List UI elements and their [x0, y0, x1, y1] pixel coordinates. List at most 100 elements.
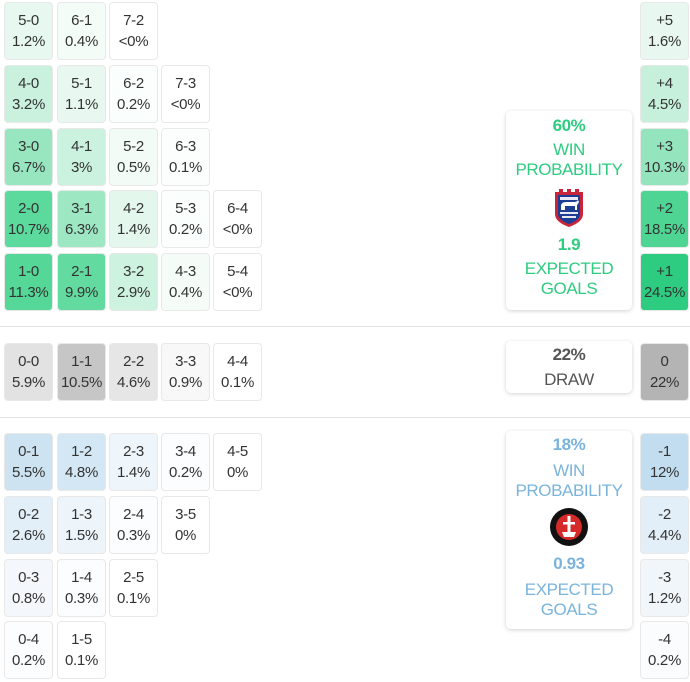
divider-top [0, 326, 690, 327]
goal-margin-cell-home: +1 24.5% [640, 253, 689, 311]
probability-value: 18.5% [643, 221, 686, 238]
probability-value: 5.5% [12, 464, 45, 481]
score-cell-away: 2-5 0.1% [109, 559, 158, 617]
goal-margin-cell-home: +3 10.3% [640, 128, 689, 186]
score-label: 5-0 [18, 12, 39, 29]
score-label: +4 [656, 75, 673, 92]
probability-value: 0.4% [169, 284, 202, 301]
score-label: 6-4 [227, 200, 248, 217]
probability-value: 0.8% [12, 590, 45, 607]
score-cell-away: 1-5 0.1% [57, 621, 106, 679]
score-label: 0-3 [18, 569, 39, 586]
score-label: 5-2 [123, 138, 144, 155]
score-cell-away: 2-3 1.4% [109, 433, 158, 491]
score-label: 0-4 [18, 631, 39, 648]
probability-value: 10.7% [7, 221, 50, 238]
score-cell-away: 0-3 0.8% [4, 559, 53, 617]
score-label: 3-4 [175, 443, 196, 460]
score-label: 1-5 [71, 631, 92, 648]
probability-value: 1.5% [65, 527, 98, 544]
score-cell-away: 2-4 0.3% [109, 496, 158, 554]
score-cell-away: 0-1 5.5% [4, 433, 53, 491]
probability-value: 0% [174, 527, 197, 544]
score-cell-draw: 1-1 10.5% [57, 343, 106, 401]
score-cell-home: 3-2 2.9% [109, 253, 158, 311]
probability-value: 0.2% [117, 96, 150, 113]
score-label: 2-1 [71, 263, 92, 280]
probability-value: 0% [226, 464, 249, 481]
goal-margin-cell-home: +4 4.5% [640, 65, 689, 123]
probability-value: 4.5% [648, 96, 681, 113]
score-cell-home: 5-4 <0% [213, 253, 262, 311]
score-label: 0-1 [18, 443, 39, 460]
probability-value: 9.9% [65, 284, 98, 301]
probability-value: 6.7% [12, 159, 45, 176]
score-label: 1-1 [71, 353, 92, 370]
score-label: +2 [656, 200, 673, 217]
score-cell-away: 0-2 2.6% [4, 496, 53, 554]
draw-pct: 22% [552, 345, 586, 364]
score-label: +3 [656, 138, 673, 155]
score-label: 3-1 [71, 200, 92, 217]
probability-value: 10.3% [643, 159, 686, 176]
score-label: 3-0 [18, 138, 39, 155]
score-cell-home: 6-1 0.4% [57, 2, 106, 60]
score-label: 1-4 [71, 569, 92, 586]
score-label: 5-4 [227, 263, 248, 280]
score-cell-away: 1-3 1.5% [57, 496, 106, 554]
probability-value: 0.5% [117, 159, 150, 176]
score-label: 6-1 [71, 12, 92, 29]
probability-value: 22% [649, 374, 680, 391]
probability-value: 5.9% [12, 374, 45, 391]
score-label: 3-3 [175, 353, 196, 370]
home-xg-value: 1.9 [557, 235, 581, 254]
away-xg-label-2: GOALS [540, 600, 598, 619]
score-label: 0-0 [18, 353, 39, 370]
probability-value: 0.1% [65, 652, 98, 669]
away-win-pct: 18% [552, 435, 586, 454]
score-cell-away: 4-5 0% [213, 433, 262, 491]
home-xg-label-2: GOALS [540, 279, 598, 298]
away-win-label-2: PROBABILITY [515, 481, 623, 500]
probability-value: <0% [170, 96, 201, 113]
score-cell-draw: 0-0 5.9% [4, 343, 53, 401]
probability-value: 0.4% [65, 33, 98, 50]
score-label: 4-1 [71, 138, 92, 155]
score-cell-home: 2-0 10.7% [4, 190, 53, 248]
probability-value: 1.4% [117, 221, 150, 238]
score-cell-home: 5-3 0.2% [161, 190, 210, 248]
score-cell-away: 0-4 0.2% [4, 621, 53, 679]
score-label: 2-4 [123, 506, 144, 523]
probability-value: 0.3% [117, 527, 150, 544]
goal-margin-cell-away: -4 0.2% [640, 621, 689, 679]
score-cell-away: 1-4 0.3% [57, 559, 106, 617]
away-win-label: WIN [553, 461, 585, 480]
goal-margin-cell-away: -2 4.4% [640, 496, 689, 554]
score-label: -3 [658, 569, 671, 586]
score-label: 7-3 [175, 75, 196, 92]
score-label: 0 [660, 353, 669, 370]
score-cell-home: 3-0 6.7% [4, 128, 53, 186]
probability-value: 2.6% [12, 527, 45, 544]
probability-value: <0% [118, 33, 149, 50]
probability-value: 4.4% [648, 527, 681, 544]
home-xg-label: EXPECTED [524, 259, 614, 278]
score-cell-home: 4-3 0.4% [161, 253, 210, 311]
probability-value: 0.1% [169, 159, 202, 176]
home-summary-card: 60% WIN PROBABILITY 1.9 EXPECTED GOALS [506, 111, 632, 310]
ipswich-town-crest-icon [553, 188, 585, 228]
score-cell-away: 3-4 0.2% [161, 433, 210, 491]
score-label: 4-4 [227, 353, 248, 370]
score-label: 3-5 [175, 506, 196, 523]
probability-value: <0% [222, 221, 253, 238]
goal-margin-cell-draw: 0 22% [640, 343, 689, 401]
draw-label: DRAW [544, 370, 594, 389]
probability-value: 1.4% [117, 464, 150, 481]
probability-value: <0% [222, 284, 253, 301]
score-label: 4-3 [175, 263, 196, 280]
probability-value: 0.9% [169, 374, 202, 391]
score-label: 6-2 [123, 75, 144, 92]
score-label: 4-0 [18, 75, 39, 92]
score-label: 3-2 [123, 263, 144, 280]
probability-value: 3% [70, 159, 93, 176]
